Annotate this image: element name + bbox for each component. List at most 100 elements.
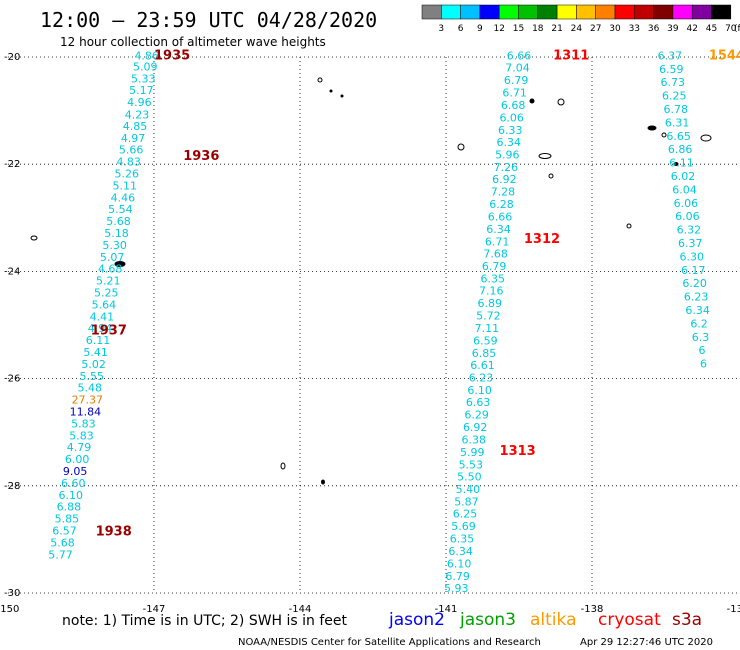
wave-height-value: 6.06 bbox=[674, 197, 699, 210]
wave-height-value: 7.11 bbox=[475, 322, 500, 335]
legend-swatch bbox=[479, 4, 500, 20]
wave-height-value: 6.89 bbox=[478, 297, 503, 310]
island bbox=[457, 143, 465, 151]
wave-height-value: 6.71 bbox=[502, 86, 527, 99]
x-tick-label: -150 bbox=[0, 604, 19, 615]
wave-height-value: 6.35 bbox=[450, 532, 475, 545]
legend-swatch bbox=[460, 4, 481, 20]
wave-height-value: 5.41 bbox=[83, 346, 108, 359]
wave-height-value: 6.59 bbox=[473, 335, 498, 348]
pass-time-label: 1311 bbox=[553, 48, 589, 63]
legend-label: 27 bbox=[590, 24, 601, 34]
satellite-name: jason3 bbox=[459, 610, 516, 630]
legend-label: 6 bbox=[458, 24, 464, 34]
wave-height-value: 5.83 bbox=[71, 418, 96, 431]
wave-height-value: 6.68 bbox=[501, 99, 526, 112]
wave-height-value: 6.32 bbox=[677, 224, 702, 237]
wave-height-value: 4.46 bbox=[111, 191, 136, 204]
wave-height-value: 5.64 bbox=[92, 299, 117, 312]
pass-time-label: 1938 bbox=[96, 524, 132, 539]
wave-height-value: 6.71 bbox=[485, 235, 510, 248]
legend-label: 42 bbox=[686, 24, 697, 34]
wave-height-value: 5.55 bbox=[79, 370, 104, 383]
wave-height-value: 4.79 bbox=[67, 441, 92, 454]
wave-height-value: 5.11 bbox=[113, 180, 138, 193]
wave-height-value: 6.34 bbox=[486, 223, 511, 236]
wave-height-value: 6.02 bbox=[671, 170, 696, 183]
wave-height-value: 5.33 bbox=[131, 72, 156, 85]
wave-height-value: 11.84 bbox=[70, 405, 102, 418]
wave-height-value: 6.34 bbox=[497, 136, 522, 149]
wave-height-value: 4.68 bbox=[98, 263, 123, 276]
island bbox=[329, 89, 333, 93]
wave-height-value: 6.92 bbox=[463, 421, 488, 434]
wave-height-value: 5.02 bbox=[81, 358, 106, 371]
wave-height-value: 27.37 bbox=[72, 394, 104, 407]
wave-height-value: 4.23 bbox=[125, 108, 150, 121]
wave-height-value: 6.57 bbox=[52, 524, 77, 537]
island bbox=[114, 261, 126, 267]
satellite-passes: 4.865.095.335.174.964.234.854.975.664.83… bbox=[48, 48, 740, 595]
wave-height-value: 5.69 bbox=[451, 520, 476, 533]
wave-height-value: 5.72 bbox=[476, 309, 501, 322]
wave-height-value: 5.77 bbox=[48, 548, 73, 561]
wave-height-value: 4.97 bbox=[121, 132, 146, 145]
legend-unit: (ft) bbox=[734, 24, 740, 34]
satellite-name: altika bbox=[530, 610, 577, 630]
wave-height-value: 6.79 bbox=[445, 570, 470, 583]
wave-height-value: 6.34 bbox=[685, 304, 710, 317]
y-tick-label: -24 bbox=[4, 266, 20, 277]
legend-swatch bbox=[672, 4, 693, 20]
legend-swatch bbox=[556, 4, 577, 20]
pass-time-label: 1312 bbox=[524, 232, 560, 247]
island bbox=[280, 462, 286, 470]
map-title: 12:00 – 23:59 UTC 04/28/2020 bbox=[40, 8, 377, 32]
y-tick-label: -22 bbox=[4, 159, 20, 170]
wave-height-value: 6.37 bbox=[678, 237, 703, 250]
wave-height-value: 7.04 bbox=[505, 62, 530, 75]
wave-height-value: 6.66 bbox=[488, 211, 513, 224]
legend-label: 12 bbox=[493, 24, 504, 34]
legend-label: 24 bbox=[571, 24, 583, 34]
wave-height-value: 5.96 bbox=[495, 149, 520, 162]
wave-height-value: 5.66 bbox=[119, 144, 144, 157]
legend-label: 36 bbox=[648, 24, 660, 34]
wave-height-value: 5.50 bbox=[457, 471, 482, 484]
credit-text: NOAA/NESDIS Center for Satellite Applica… bbox=[238, 637, 541, 648]
wave-height-value: 6.11 bbox=[86, 334, 111, 347]
legend-label: 30 bbox=[609, 24, 621, 34]
wave-height-value: 5.87 bbox=[454, 495, 479, 508]
island bbox=[673, 162, 679, 166]
legend-swatch bbox=[634, 4, 654, 20]
pass-time-label: 1935 bbox=[154, 48, 190, 63]
wave-height-value: 6.63 bbox=[466, 396, 491, 409]
island bbox=[557, 98, 565, 106]
wave-height-value: 6.11 bbox=[669, 157, 694, 170]
legend-swatch bbox=[711, 4, 732, 20]
island bbox=[529, 98, 535, 104]
wave-height-value: 5.40 bbox=[456, 483, 481, 496]
island bbox=[661, 132, 667, 138]
wave-height-value: 6.04 bbox=[672, 183, 697, 196]
island-outlines bbox=[30, 77, 712, 485]
wave-height-value: 6.29 bbox=[464, 409, 489, 422]
wave-height-value: 6.88 bbox=[57, 501, 82, 514]
wave-height-value: 6.06 bbox=[675, 210, 700, 223]
x-tick-label: -147 bbox=[143, 604, 166, 615]
wave-height-value: 4.41 bbox=[90, 310, 115, 323]
legend-swatch bbox=[576, 4, 596, 20]
island bbox=[340, 94, 344, 98]
wave-height-value: 5.48 bbox=[78, 382, 103, 395]
wave-height-value: 6.61 bbox=[470, 359, 495, 372]
legend-swatch bbox=[614, 4, 635, 20]
wave-height-value: 5.83 bbox=[69, 429, 94, 442]
y-tick-label: -30 bbox=[4, 588, 20, 599]
y-tick-label: -20 bbox=[4, 52, 20, 63]
wave-height-value: 6.25 bbox=[453, 508, 478, 521]
wave-height-value: 5.30 bbox=[102, 239, 127, 252]
island bbox=[30, 235, 38, 241]
wave-height-value: 6.06 bbox=[499, 112, 524, 125]
wave-height-value: 6.65 bbox=[666, 130, 691, 143]
